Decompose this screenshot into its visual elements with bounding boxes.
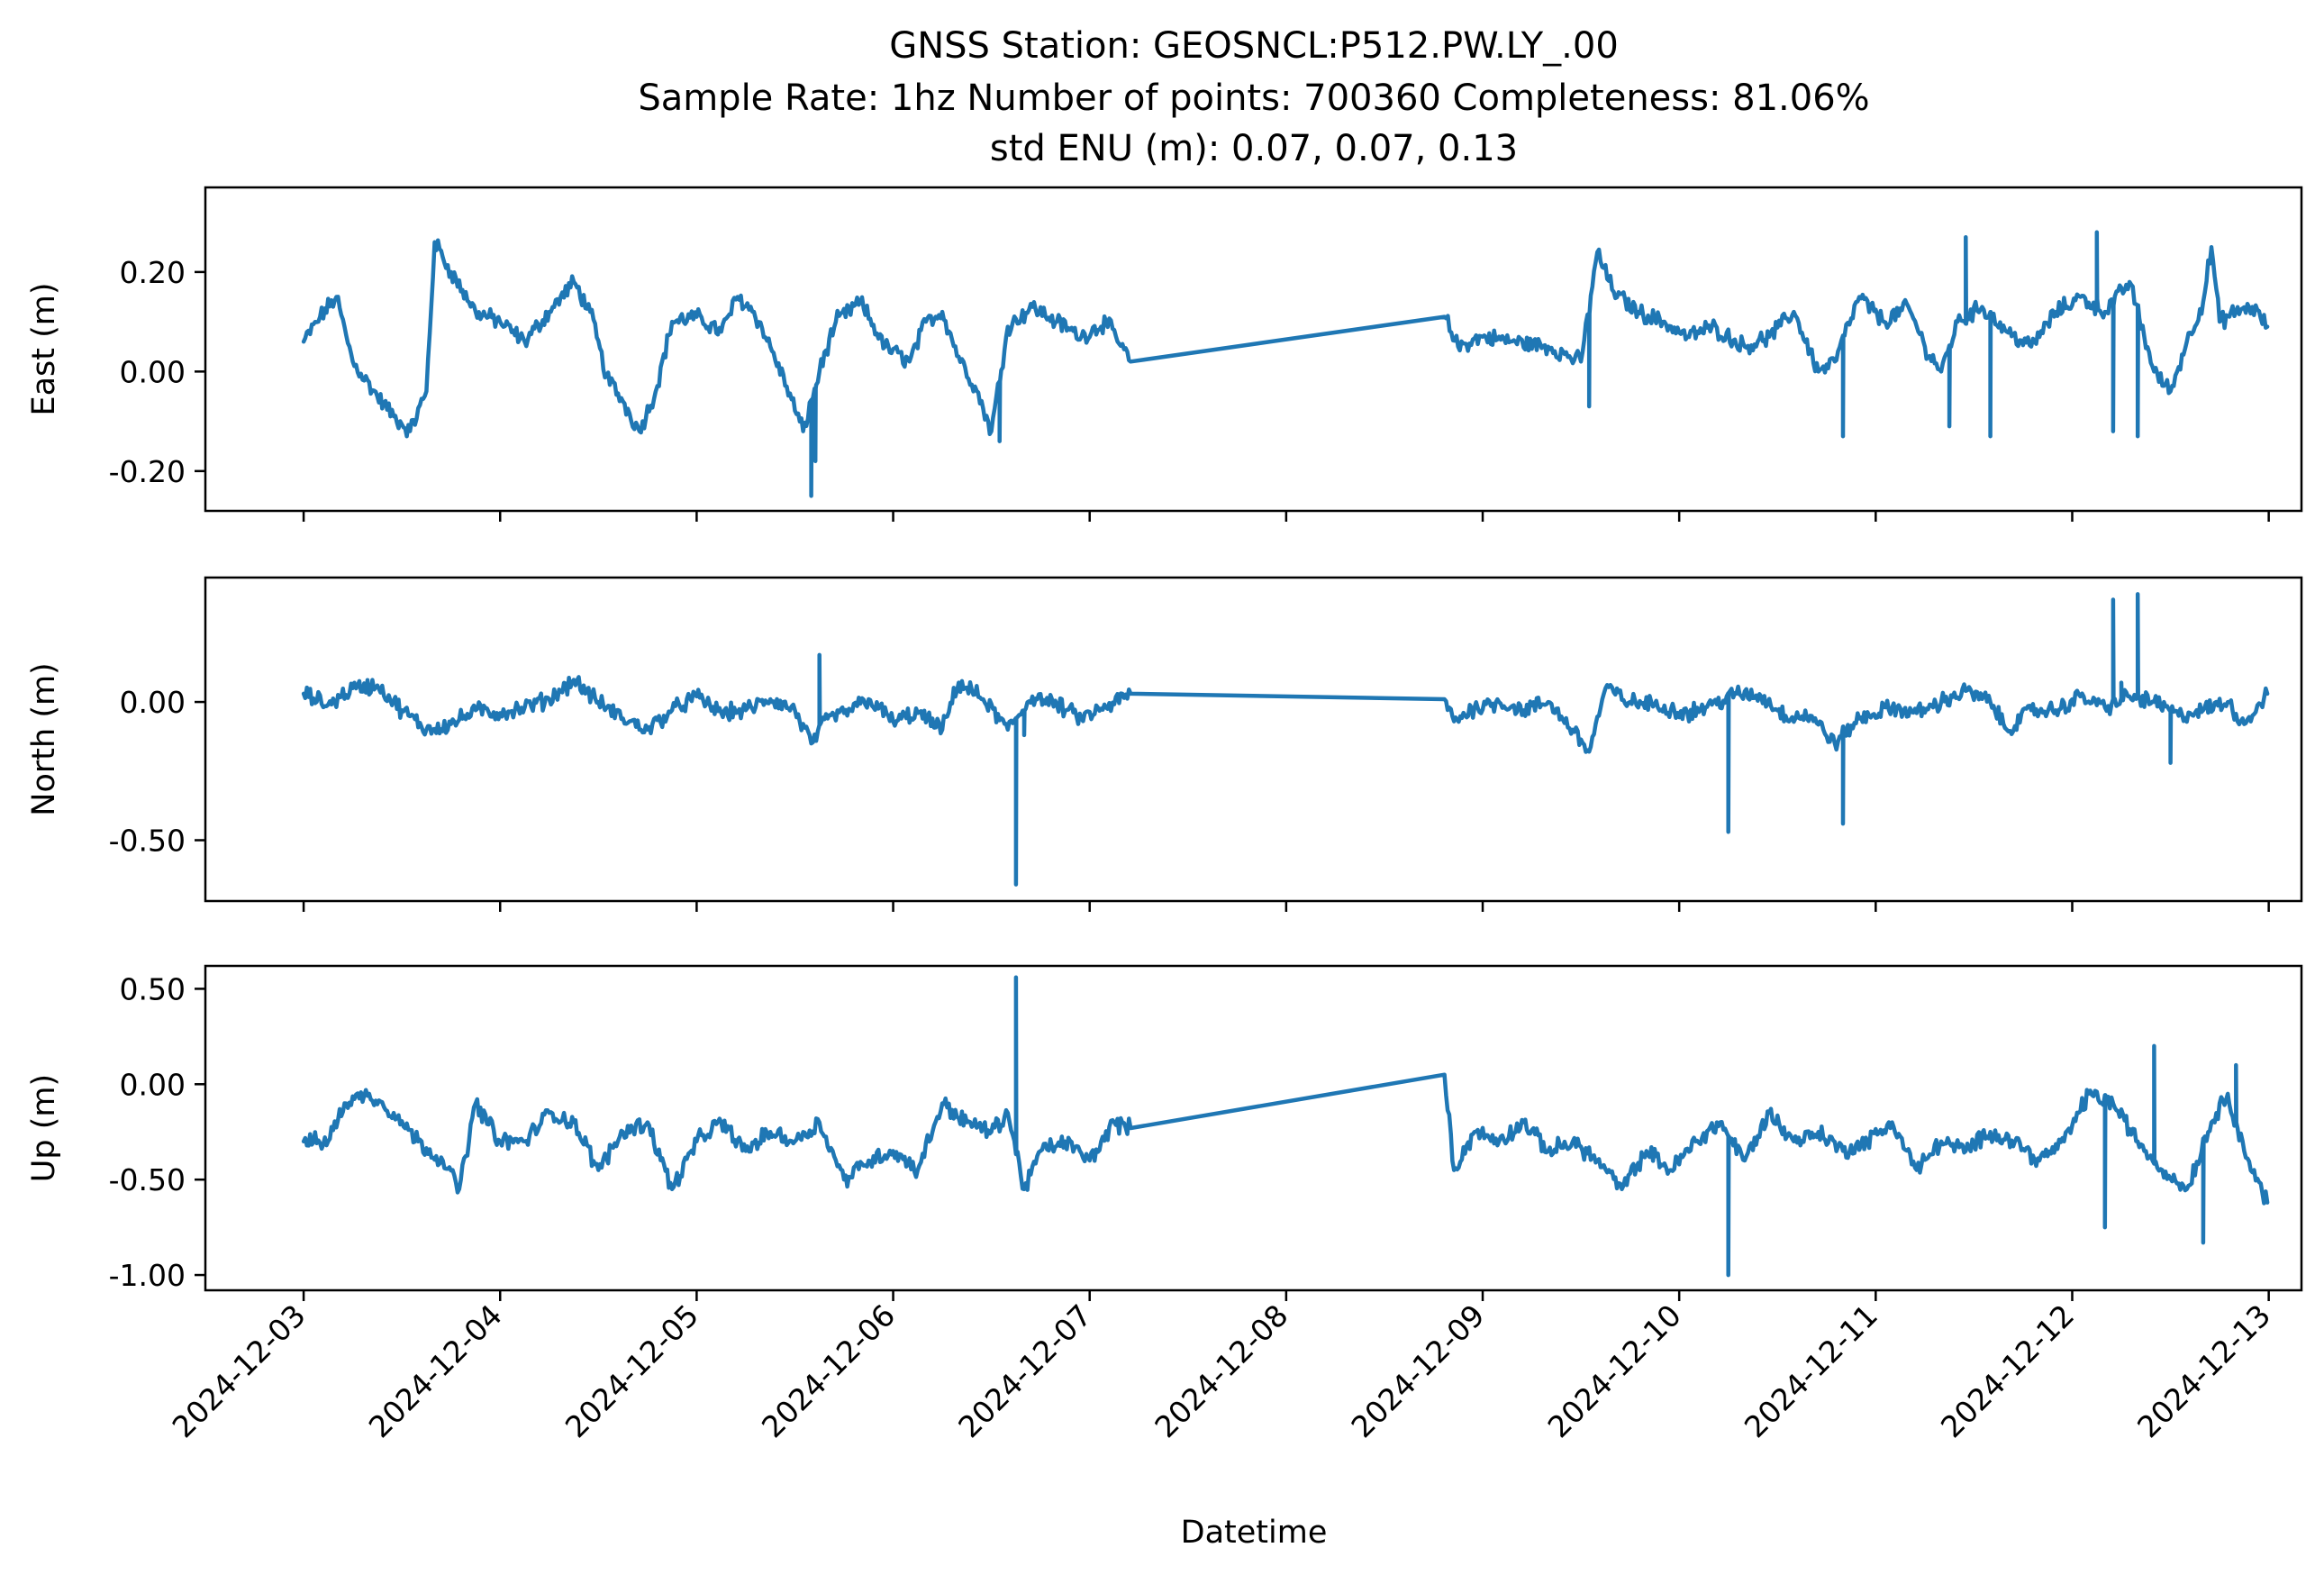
x-tick-label: 2024-12-05 [558, 1297, 705, 1444]
y-tick-label: -0.50 [109, 823, 186, 858]
x-tick-label: 2024-12-11 [1738, 1297, 1884, 1444]
panel-up: -1.00 -0.50 0.00 0.50 Up (m) 2024-12-03 2024-1… [26, 964, 2303, 1444]
y-tick-label: 0.20 [120, 255, 186, 290]
title-line-stats: Sample Rate: 1hz Number of points: 70036… [638, 77, 1869, 119]
axes-frame [204, 964, 2303, 1292]
y-tick-label: -1.00 [109, 1258, 186, 1293]
x-tick-label: 2024-12-08 [1148, 1297, 1294, 1444]
axes-frame [204, 186, 2303, 513]
x-tick-label: 2024-12-10 [1541, 1297, 1688, 1444]
series-line-east [301, 230, 2270, 498]
x-tick-label: 2024-12-07 [951, 1297, 1098, 1444]
x-tick-label: 2024-12-12 [1934, 1297, 2081, 1444]
x-axis-label: Datetime [1181, 1515, 1328, 1551]
y-axis-label: Up (m) [26, 1074, 62, 1182]
x-tick-label: 2024-12-13 [2130, 1297, 2277, 1444]
y-axis-label: North (m) [26, 662, 62, 815]
y-axis-label: East (m) [26, 282, 62, 415]
y-tick-label: 0.00 [120, 354, 186, 389]
series-line-north [301, 592, 2270, 887]
chart-title: GNSS Station: GEOSNCL:P512.PW.LY_.00 Sam… [638, 25, 1869, 169]
y-tick-label: 0.50 [120, 971, 186, 1006]
title-line-station: GNSS Station: GEOSNCL:P512.PW.LY_.00 [889, 25, 1619, 67]
y-tick-label: -0.50 [109, 1162, 186, 1197]
x-tick-label: 2024-12-03 [166, 1297, 313, 1444]
panel-east: -0.20 0.00 0.20 East (m) [26, 186, 2303, 522]
panel-north: -0.50 0.00 North (m) [26, 576, 2303, 912]
x-tick-label: 2024-12-06 [755, 1297, 902, 1444]
x-tick-label: 2024-12-09 [1344, 1297, 1491, 1444]
axes-frame [204, 576, 2303, 903]
y-tick-label: -0.20 [109, 454, 186, 489]
title-line-std: std ENU (m): 0.07, 0.07, 0.13 [990, 128, 1518, 169]
y-tick-label: 0.00 [120, 1067, 186, 1102]
series-line-up [301, 975, 2270, 1278]
y-tick-label: 0.00 [120, 685, 186, 720]
x-tick-label: 2024-12-04 [362, 1297, 509, 1444]
